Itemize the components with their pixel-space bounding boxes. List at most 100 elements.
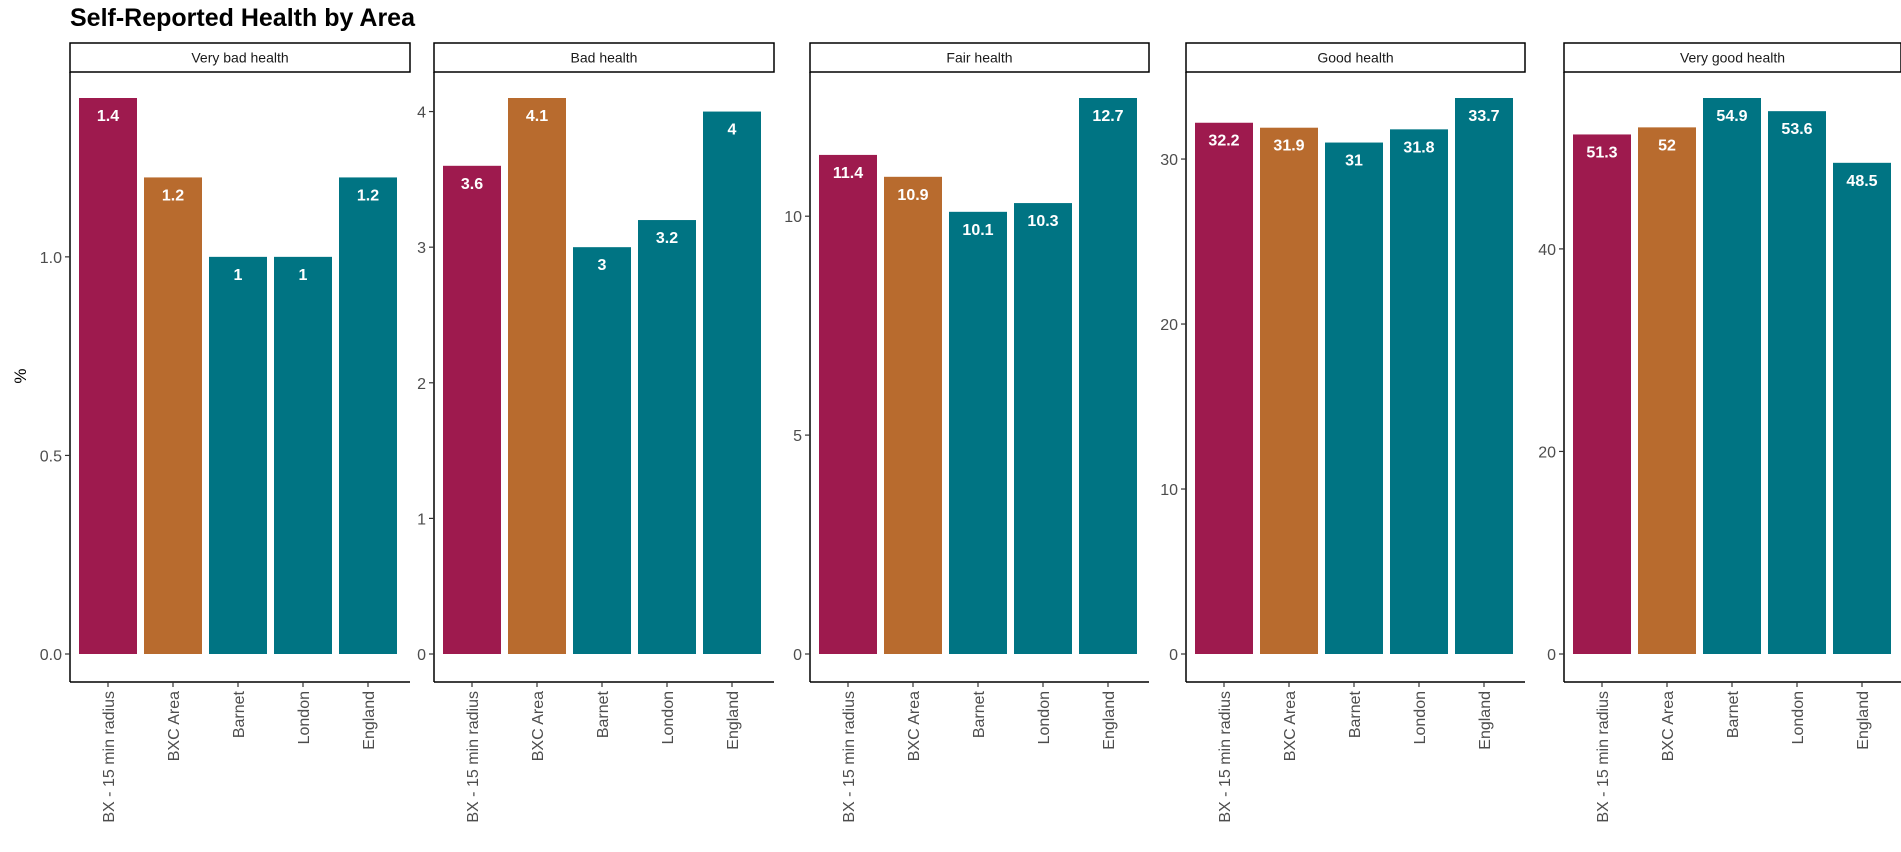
x-tick-label: Barnet bbox=[1725, 690, 1742, 738]
facet-strip-label: Bad health bbox=[571, 50, 638, 66]
bar bbox=[884, 176, 942, 654]
x-tick-label: London bbox=[660, 691, 677, 744]
bar-value-label: 1 bbox=[299, 267, 308, 284]
x-tick-label: BX - 15 min radius bbox=[1217, 691, 1234, 823]
bar bbox=[1703, 98, 1761, 654]
bar-value-label: 10.3 bbox=[1027, 213, 1058, 230]
facet-strip bbox=[69, 42, 411, 73]
x-tick-label: Barnet bbox=[1347, 690, 1364, 738]
bar bbox=[274, 256, 332, 654]
y-tick-label: 1.0 bbox=[40, 250, 62, 267]
x-tick-label: London bbox=[1412, 691, 1429, 744]
bar-value-label: 1.2 bbox=[162, 187, 184, 204]
x-tick-label: England bbox=[1101, 691, 1118, 750]
x-tick-label: London bbox=[1790, 691, 1807, 744]
y-tick-label: 10 bbox=[784, 209, 802, 226]
bar bbox=[638, 220, 696, 655]
chart-title: Self-Reported Health by Area bbox=[70, 4, 415, 32]
x-tick-label: BXC Area bbox=[1282, 691, 1299, 761]
bar-value-label: 52 bbox=[1658, 137, 1676, 154]
y-tick-label: 20 bbox=[1160, 317, 1178, 334]
bar bbox=[1195, 122, 1253, 654]
y-tick-label: 20 bbox=[1538, 444, 1556, 461]
facet-strip-label: Good health bbox=[1317, 50, 1393, 66]
bar-value-label: 48.5 bbox=[1846, 173, 1877, 190]
bar bbox=[1638, 127, 1696, 655]
y-tick-label: 0.5 bbox=[40, 448, 62, 465]
bar-value-label: 10.9 bbox=[897, 187, 928, 204]
x-tick-label: BXC Area bbox=[530, 691, 547, 761]
bar-value-label: 3 bbox=[598, 257, 607, 274]
facet-strip bbox=[1563, 42, 1901, 73]
x-tick-label: England bbox=[361, 691, 378, 750]
x-tick-label: BX - 15 min radius bbox=[841, 691, 858, 823]
bar-value-label: 1 bbox=[234, 267, 243, 284]
y-tick-label: 0 bbox=[417, 647, 426, 664]
x-tick-label: BXC Area bbox=[166, 691, 183, 761]
facet-strip-label: Very good health bbox=[1680, 50, 1785, 66]
bar-value-label: 10.1 bbox=[962, 222, 993, 239]
bar-value-label: 3.6 bbox=[461, 176, 483, 193]
bar-value-label: 4.1 bbox=[526, 108, 548, 125]
bar bbox=[1768, 111, 1826, 654]
bar bbox=[144, 177, 202, 654]
bar bbox=[339, 177, 397, 654]
x-tick-label: Barnet bbox=[231, 690, 248, 738]
x-tick-label: BX - 15 min radius bbox=[1595, 691, 1612, 823]
bar bbox=[1260, 127, 1318, 654]
bar bbox=[573, 247, 631, 655]
panel-very-good-health: Very good health 51.3 52 54.9 53.6 48.5 0 20 40 B… bbox=[1538, 42, 1901, 823]
y-tick-label: 0 bbox=[793, 647, 802, 664]
bar bbox=[1079, 98, 1137, 654]
bar bbox=[508, 98, 566, 654]
bar bbox=[1014, 203, 1072, 654]
bar-value-label: 33.7 bbox=[1468, 108, 1499, 125]
y-tick-label: 4 bbox=[417, 105, 426, 122]
x-tick-label: London bbox=[296, 691, 313, 744]
bar bbox=[79, 98, 137, 654]
y-axis-label: % bbox=[11, 368, 30, 383]
bar bbox=[1325, 142, 1383, 654]
bar bbox=[1390, 129, 1448, 655]
bar-value-label: 31.9 bbox=[1273, 138, 1304, 155]
y-tick-label: 1 bbox=[417, 511, 426, 528]
panel-bad-health: Bad health 3.6 4.1 3 3.2 4 0 1 2 3 4 BX - 15 min ra… bbox=[417, 42, 775, 823]
bar-value-label: 31.8 bbox=[1403, 139, 1434, 156]
y-tick-label: 0 bbox=[1169, 647, 1178, 664]
x-tick-label: England bbox=[725, 691, 742, 750]
x-tick-label: London bbox=[1036, 691, 1053, 744]
y-tick-label: 2 bbox=[417, 376, 426, 393]
bar-value-label: 54.9 bbox=[1716, 108, 1747, 125]
bar-value-label: 12.7 bbox=[1092, 108, 1123, 125]
facet-strip bbox=[1185, 42, 1526, 73]
bar bbox=[1573, 134, 1631, 655]
x-tick-label: BX - 15 min radius bbox=[465, 691, 482, 823]
bar-value-label: 1.4 bbox=[97, 108, 119, 125]
bar-value-label: 53.6 bbox=[1781, 121, 1812, 138]
bar-value-label: 4 bbox=[728, 122, 737, 139]
x-tick-label: Barnet bbox=[595, 690, 612, 738]
bar bbox=[1455, 98, 1513, 654]
y-tick-label: 0 bbox=[1547, 647, 1556, 664]
y-tick-label: 40 bbox=[1538, 242, 1556, 259]
y-tick-label: 5 bbox=[793, 428, 802, 445]
x-tick-label: England bbox=[1477, 691, 1494, 750]
bar bbox=[209, 256, 267, 654]
y-tick-label: 30 bbox=[1160, 152, 1178, 169]
panel-very-bad-health: Very bad health 1.4 1.2 1 1 1.2 0.0 0.5 1.0 BX - … bbox=[40, 42, 411, 823]
panel-good-health: Good health 32.2 31.9 31 31.8 33.7 0 10 20 30 BX -… bbox=[1160, 42, 1526, 823]
bar-value-label: 51.3 bbox=[1586, 144, 1617, 161]
bar-value-label: 1.2 bbox=[357, 187, 379, 204]
bar-value-label: 11.4 bbox=[833, 165, 863, 182]
facet-strip bbox=[433, 42, 775, 73]
x-tick-label: Barnet bbox=[971, 690, 988, 738]
facet-strip-label: Very bad health bbox=[191, 50, 288, 66]
y-tick-label: 0.0 bbox=[40, 647, 62, 664]
bar bbox=[443, 165, 501, 654]
bar bbox=[1833, 162, 1891, 654]
x-tick-label: BXC Area bbox=[906, 691, 923, 761]
panel-fair-health: Fair health 11.4 10.9 10.1 10.3 12.7 0 5 10 BX - … bbox=[784, 42, 1150, 823]
x-tick-label: BX - 15 min radius bbox=[101, 691, 118, 823]
x-tick-label: BXC Area bbox=[1660, 691, 1677, 761]
